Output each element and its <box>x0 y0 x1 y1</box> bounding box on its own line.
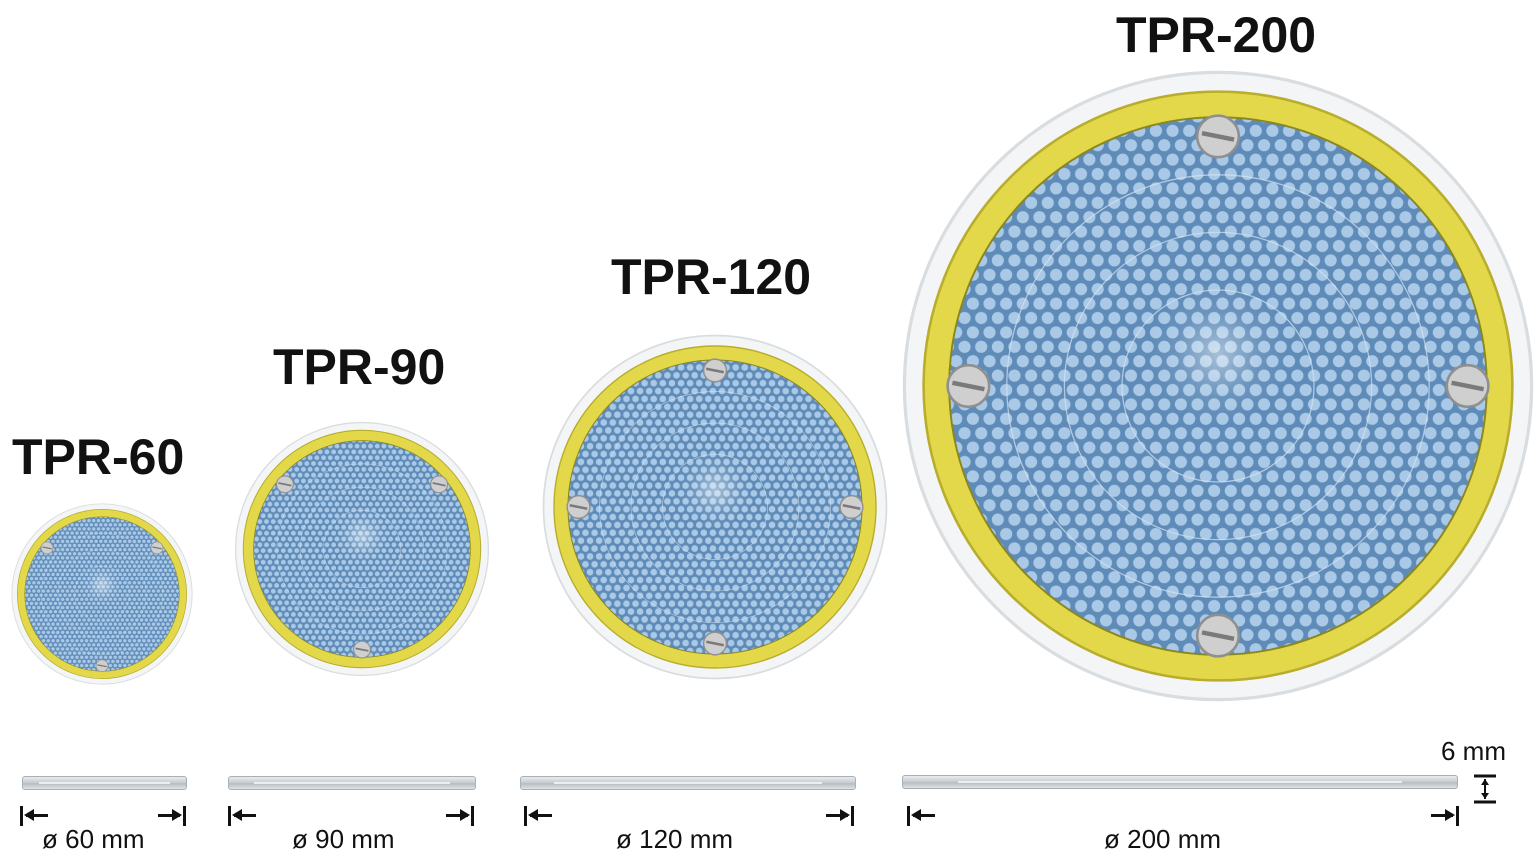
profile-tpr-120 <box>520 776 856 790</box>
thickness-indicator-icon <box>1474 774 1496 804</box>
dimension-line-tpr-90 <box>228 806 474 826</box>
reflector-tpr-90-image <box>234 420 490 677</box>
dimension-line-tpr-60 <box>20 806 186 826</box>
profile-tpr-90 <box>228 776 476 790</box>
profile-tpr-200 <box>902 775 1458 789</box>
screw-icon <box>429 475 449 494</box>
diameter-label-tpr-120: ø 120 mm <box>616 824 734 854</box>
title-tpr-90: TPR-90 <box>273 339 446 395</box>
screw-icon <box>702 630 728 657</box>
reflector-tpr-120-image <box>541 332 889 681</box>
screw-icon <box>702 357 728 384</box>
screw-icon <box>1197 116 1239 158</box>
thickness-label: 6 mm <box>1441 736 1506 766</box>
screw-icon <box>948 365 990 407</box>
reflector-tpr-60-image <box>10 502 194 686</box>
title-tpr-120: TPR-120 <box>611 249 812 305</box>
screw-icon <box>150 541 164 555</box>
screw-icon <box>838 494 865 520</box>
title-tpr-200: TPR-200 <box>1116 7 1317 63</box>
screw-icon <box>1447 365 1489 407</box>
dimension-line-tpr-200 <box>907 806 1459 826</box>
dimension-line-tpr-120 <box>524 806 854 826</box>
reflector-tpr-200-image <box>898 66 1537 706</box>
screw-icon <box>275 475 295 494</box>
screw-icon <box>95 659 109 673</box>
profile-tpr-60 <box>22 776 187 790</box>
diameter-label-tpr-60: ø 60 mm <box>42 824 145 854</box>
screw-icon <box>40 541 54 555</box>
diameter-label-tpr-90: ø 90 mm <box>292 824 395 854</box>
screw-icon <box>565 494 592 520</box>
screw-icon <box>1197 615 1239 657</box>
diameter-label-tpr-200: ø 200 mm <box>1104 824 1222 854</box>
title-tpr-60: TPR-60 <box>12 429 185 485</box>
screw-icon <box>352 640 372 659</box>
